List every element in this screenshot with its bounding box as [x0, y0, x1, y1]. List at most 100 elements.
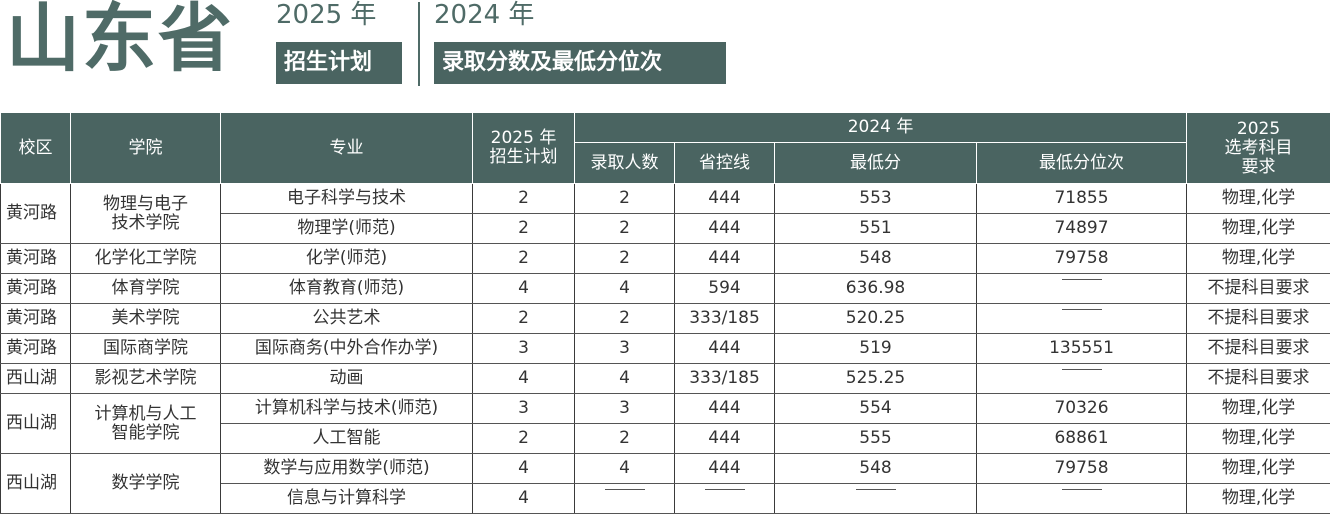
cell-min-score: 555	[774, 423, 977, 454]
cell-major: 电子科学与技术	[220, 183, 473, 214]
cell-min-score: 520.25	[774, 303, 977, 334]
cell-min-score: 525.25	[774, 363, 977, 394]
plan-tag: 招生计划	[276, 42, 402, 84]
cell-major: 国际商务(中外合作办学)	[220, 333, 473, 364]
empty-dash: —	[1061, 308, 1102, 329]
cell-admitted: 3	[574, 393, 675, 424]
cell-campus: 西山湖	[0, 363, 71, 394]
cell-campus: 黄河路	[0, 333, 71, 364]
cell-plan: 4	[472, 483, 575, 514]
cell-min-rank: —	[975, 273, 1188, 304]
cell-min-score: 554	[774, 393, 977, 424]
admit-year: 2024 年	[434, 0, 535, 30]
cell-admitted: 2	[574, 423, 675, 454]
col-plan-label: 2025 年 招生计划	[489, 128, 558, 167]
group-2024-header: 2024 年	[573, 112, 1188, 143]
cell-admitted: 4	[574, 453, 675, 484]
cell-control: —	[674, 483, 775, 514]
cell-min-score: 548	[774, 453, 977, 484]
cell-require: 物理,化学	[1186, 213, 1330, 244]
province-title: 山东省	[6, 0, 234, 82]
empty-dash: —	[1061, 278, 1102, 299]
cell-college: 国际商学院	[70, 333, 221, 364]
cell-control: 444	[674, 243, 775, 274]
cell-college: 美术学院	[70, 303, 221, 334]
cell-campus: 黄河路	[0, 183, 71, 244]
cell-major: 体育教育(师范)	[220, 273, 473, 304]
cell-major: 计算机科学与技术(师范)	[220, 393, 473, 424]
cell-major: 物理学(师范)	[220, 213, 473, 244]
cell-major: 公共艺术	[220, 303, 473, 334]
cell-min-rank: 79758	[975, 453, 1188, 484]
cell-min-rank: 135551	[975, 333, 1188, 364]
cell-require: 不提科目要求	[1186, 303, 1330, 334]
cell-min-rank: 70326	[975, 393, 1188, 424]
cell-admitted: 2	[574, 303, 675, 334]
cell-major: 动画	[220, 363, 473, 394]
table-row: 物理学(师范) 2 2 444 551 74897 物理,化学	[1, 213, 1330, 244]
cell-require: 不提科目要求	[1186, 363, 1330, 394]
cell-admitted: 2	[574, 183, 675, 214]
cell-min-rank: —	[975, 483, 1188, 514]
page-header: 山东省 2025 年 招生计划 2024 年 录取分数及最低分位次	[0, 0, 1330, 100]
cell-control: 444	[674, 213, 775, 244]
cell-control: 444	[674, 183, 775, 214]
table-row: 黄河路 国际商学院 国际商务(中外合作办学) 3 3 444 519 135551 不提科目要求	[0, 333, 1330, 364]
col-control-header: 省控线	[674, 142, 775, 184]
cell-campus: 西山湖	[0, 453, 71, 514]
cell-min-rank: —	[975, 303, 1188, 334]
cell-plan: 4	[472, 363, 575, 394]
cell-college: 计算机与人工 智能学院	[70, 393, 221, 454]
cell-min-rank: 71855	[975, 183, 1188, 214]
cell-campus: 西山湖	[0, 393, 71, 454]
cell-min-score: —	[774, 483, 977, 514]
table-row: 西山湖 数学学院 数学与应用数学(师范) 4 4 444 548 79758 物理,化学	[0, 453, 1330, 514]
cell-plan: 2	[472, 303, 575, 334]
cell-admitted: 2	[574, 243, 675, 274]
cell-college: 体育学院	[70, 273, 221, 304]
cell-require: 物理,化学	[1186, 183, 1330, 214]
cell-plan: 3	[472, 393, 575, 424]
cell-admitted: 4	[574, 273, 675, 304]
cell-college: 数学学院	[70, 453, 221, 514]
cell-min-score: 553	[774, 183, 977, 214]
cell-require: 不提科目要求	[1186, 273, 1330, 304]
empty-dash: —	[704, 488, 745, 509]
cell-require: 物理,化学	[1186, 243, 1330, 274]
col-require-label: 2025 选考科目 要求	[1224, 118, 1293, 177]
table-body: 黄河路 物理与电子 技术学院 电子科学与技术 2 2 444 553 71855 物理,化学 物理…	[0, 183, 1330, 514]
cell-campus: 黄河路	[0, 303, 71, 334]
cell-min-rank: —	[975, 363, 1188, 394]
cell-min-score: 551	[774, 213, 977, 244]
cell-min-rank: 68861	[975, 423, 1188, 454]
col-campus-header: 校区	[0, 112, 71, 184]
cell-require: 物理,化学	[1186, 483, 1330, 514]
cell-control: 444	[674, 423, 775, 454]
empty-dash: —	[1061, 488, 1102, 509]
cell-control: 444	[674, 453, 775, 484]
plan-year: 2025 年	[276, 0, 377, 30]
cell-control: 444	[674, 393, 775, 424]
table-row: 黄河路 物理与电子 技术学院 电子科学与技术 2 2 444 553 71855 物理,化学	[0, 183, 1330, 244]
header-divider	[418, 2, 420, 86]
cell-require: 物理,化学	[1186, 423, 1330, 454]
col-require-header: 2025 选考科目 要求	[1186, 112, 1330, 184]
empty-dash: —	[1061, 368, 1102, 389]
cell-major: 信息与计算科学	[220, 483, 473, 514]
cell-campus: 黄河路	[0, 243, 71, 274]
cell-admitted: 2	[574, 213, 675, 244]
cell-plan: 2	[472, 183, 575, 214]
cell-min-score: 548	[774, 243, 977, 274]
empty-dash: —	[604, 488, 645, 509]
cell-require: 物理,化学	[1186, 453, 1330, 484]
cell-plan: 2	[472, 243, 575, 274]
cell-admitted: —	[574, 483, 675, 514]
cell-require: 物理,化学	[1186, 393, 1330, 424]
cell-require: 不提科目要求	[1186, 333, 1330, 364]
cell-admitted: 3	[574, 333, 675, 364]
cell-campus: 黄河路	[0, 273, 71, 304]
